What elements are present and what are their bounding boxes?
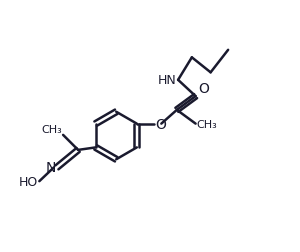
Text: O: O bbox=[198, 82, 209, 96]
Text: O: O bbox=[156, 117, 167, 131]
Text: CH₃: CH₃ bbox=[41, 124, 62, 134]
Text: CH₃: CH₃ bbox=[197, 119, 218, 129]
Text: N: N bbox=[45, 161, 56, 175]
Text: HN: HN bbox=[158, 74, 177, 87]
Text: HO: HO bbox=[19, 175, 38, 188]
